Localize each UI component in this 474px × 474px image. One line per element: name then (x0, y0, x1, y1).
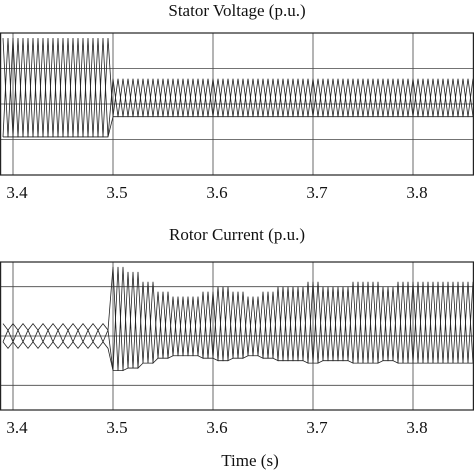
chart-title: Rotor Current (p.u.) (169, 225, 305, 244)
plot-frame (0, 261, 474, 411)
x-tick-label: 3.6 (206, 183, 227, 202)
x-tick-label: 3.6 (206, 418, 227, 437)
x-tick-label: 3.5 (106, 418, 127, 437)
chart-title: Stator Voltage (p.u.) (168, 1, 305, 20)
plot-frame (0, 32, 474, 176)
x-tick-label: 3.8 (406, 418, 427, 437)
waveform (2, 266, 474, 371)
x-tick-label: 3.7 (306, 183, 328, 202)
x-tick-label: 3.5 (106, 183, 127, 202)
waveform (3, 38, 473, 138)
waveform (2, 266, 473, 372)
x-tick-label: 3.7 (306, 418, 328, 437)
x-axis-label: Time (s) (221, 451, 278, 470)
x-tick-label: 3.4 (6, 418, 28, 437)
x-tick-label: 3.8 (406, 183, 427, 202)
x-tick-label: 3.4 (6, 183, 28, 202)
waveform (2, 38, 474, 138)
